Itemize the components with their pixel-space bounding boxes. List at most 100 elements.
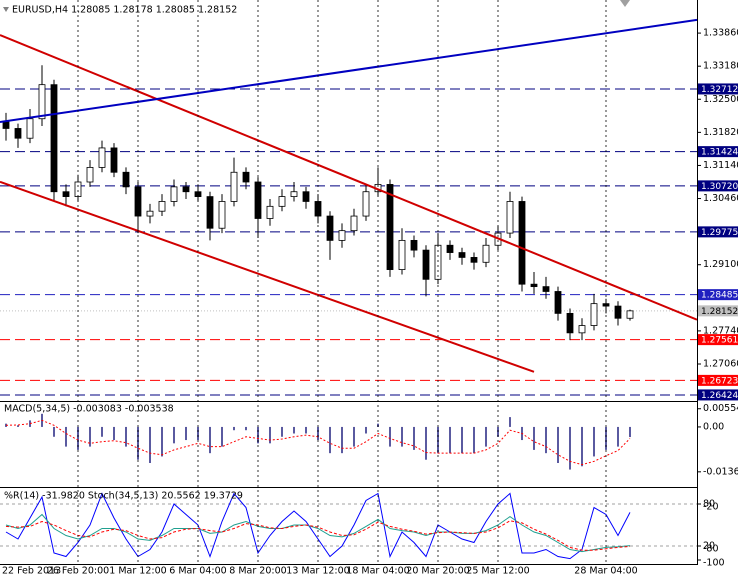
candle-body: [110, 147, 118, 173]
macd-bar: [269, 426, 271, 444]
level-box: [698, 374, 738, 386]
y-tick-label: 1.33180: [703, 61, 738, 72]
candle-body: [290, 191, 298, 197]
candle-body: [86, 166, 94, 183]
y-tick-label: 1.33860: [703, 28, 738, 39]
candle-body: [74, 181, 82, 197]
level-box: [698, 334, 738, 346]
macd-bar: [617, 426, 619, 447]
y2-tick-label: -100: [703, 558, 725, 569]
macd-bar: [569, 426, 571, 470]
x-tick-label: 28 Mar 04:00: [574, 566, 637, 577]
level-box: [698, 389, 738, 401]
level-box: [698, 289, 738, 301]
candle-body: [38, 84, 46, 120]
candle-body: [146, 210, 154, 217]
y-tick-label: 1.29100: [703, 259, 738, 270]
shift-marker: [620, 0, 630, 7]
y-tick-label: 1.27740: [703, 325, 738, 336]
x-tick-label: 18 Mar 04:00: [346, 566, 409, 577]
candle-body: [26, 118, 34, 139]
candle-body: [386, 184, 394, 270]
level-box: [698, 146, 738, 158]
level-box: [698, 305, 738, 317]
macd-bar: [101, 426, 103, 437]
level-label: 1.31424: [701, 148, 738, 158]
macd-bar: [389, 426, 391, 447]
candle-body: [626, 310, 634, 319]
macd-bar: [533, 426, 535, 450]
candle-body: [518, 201, 526, 285]
x-tick-label: 6 Mar 04:00: [169, 566, 226, 577]
price-panel: [0, 18, 697, 396]
candle-body: [218, 201, 226, 229]
level-box: [698, 83, 738, 95]
candle-body: [326, 215, 334, 241]
candle-body: [554, 291, 562, 314]
candle-body: [446, 244, 454, 253]
macd-bar: [293, 426, 295, 434]
candle-body: [410, 239, 418, 251]
y-tick-label: 1.32500: [703, 94, 738, 105]
candle-body: [530, 283, 538, 288]
macd-bar: [125, 426, 127, 447]
macd-bar: [317, 426, 319, 441]
level-label: 1.26723: [701, 376, 738, 386]
oscillator-line: [5, 513, 631, 553]
x-tick-label: 1 Mar 12:00: [109, 566, 166, 577]
macd-bar: [593, 426, 595, 457]
level-label: 1.26424: [701, 391, 738, 401]
macd-bar: [197, 426, 199, 441]
y-tick-label: -0.013693: [703, 466, 738, 477]
candle-body: [50, 84, 58, 193]
macd-bar: [473, 426, 475, 454]
candle-body: [470, 257, 478, 263]
x-tick-label: 20 Mar 20:00: [406, 566, 469, 577]
candle-body: [614, 305, 622, 319]
y-tick-label: 1.27060: [703, 358, 738, 369]
level-label: 1.27561: [701, 336, 738, 346]
candle-body: [182, 186, 190, 193]
level-box: [698, 226, 738, 238]
y2-tick-label: -80: [703, 544, 719, 555]
candle-body: [170, 186, 178, 202]
candle-body: [506, 201, 514, 234]
macd-bar: [89, 426, 91, 447]
oscillator-panel: [0, 492, 697, 560]
panel-title: MACD(5,34,5) -0.003083 -0.003538: [4, 404, 174, 415]
candle-body: [206, 196, 214, 229]
y-tick-label: 0.005549: [703, 403, 738, 414]
macd-bar: [509, 417, 511, 427]
macd-bar: [137, 426, 139, 460]
y-tick-label: 0.00: [703, 421, 724, 432]
candle-body: [62, 191, 70, 197]
y-tick-label: 1.31820: [703, 127, 738, 138]
macd-bar: [401, 426, 403, 447]
macd-bar: [605, 426, 607, 450]
oscillator-line: [5, 492, 631, 560]
macd-bar: [281, 426, 283, 437]
candle-body: [422, 249, 430, 280]
panel-title: %R(14) -31.9820 Stoch(34,5,13) 20.5562 1…: [4, 491, 243, 502]
y2-tick-label: -20: [703, 502, 719, 513]
candle-body: [338, 230, 346, 241]
y-tick-label: 20: [703, 541, 715, 552]
level-label: 1.30720: [701, 182, 738, 192]
candle-body: [566, 312, 574, 334]
trend-line: [0, 34, 697, 321]
level-label: 1.28485: [701, 291, 738, 301]
level-box: [698, 180, 738, 192]
macd-bar: [629, 426, 631, 438]
candle-body: [314, 201, 322, 217]
macd-bar: [173, 426, 175, 444]
y-tick-label: 1.30460: [703, 193, 738, 204]
y-tick-label: 80: [703, 499, 715, 510]
candle-body: [482, 244, 490, 263]
macd-bar: [77, 426, 79, 450]
candle-body: [158, 201, 166, 212]
y-tick-label: 1.31140: [703, 160, 738, 171]
oscillator-line: [5, 520, 631, 551]
candle-body: [14, 128, 22, 139]
